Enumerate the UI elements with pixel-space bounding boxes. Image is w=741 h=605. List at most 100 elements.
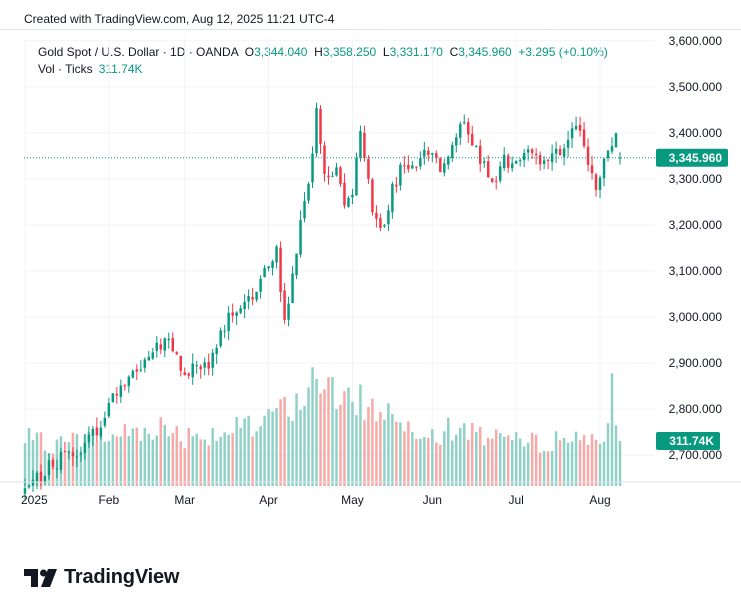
volume-bar bbox=[594, 439, 598, 486]
candle-body bbox=[514, 160, 518, 164]
volume-bar bbox=[562, 437, 566, 486]
candle-body bbox=[167, 338, 170, 341]
candle-body bbox=[127, 376, 131, 387]
candle-body bbox=[451, 145, 454, 158]
candle-body bbox=[83, 442, 87, 454]
volume-bar bbox=[211, 428, 214, 486]
candle-body bbox=[103, 417, 107, 426]
volume-bar bbox=[31, 439, 35, 486]
candle-body bbox=[211, 352, 214, 368]
volume-bar bbox=[127, 435, 131, 486]
candle-body bbox=[259, 278, 262, 292]
volume-bar bbox=[67, 442, 71, 486]
volume-bar bbox=[411, 431, 414, 486]
volume-label[interactable]: Vol · Ticks bbox=[38, 62, 93, 76]
candle-body bbox=[275, 246, 278, 263]
close-label: C bbox=[449, 45, 459, 59]
volume-bar bbox=[431, 429, 434, 486]
volume-bar bbox=[163, 424, 167, 486]
price-tick-label: 3,300.000 bbox=[669, 172, 723, 186]
volume-bar bbox=[614, 425, 618, 486]
last-volume-label: 311.74K bbox=[669, 434, 714, 448]
candle-body bbox=[111, 393, 115, 403]
candle-body bbox=[522, 153, 526, 161]
candle-body bbox=[247, 295, 250, 302]
volume-bar bbox=[83, 434, 87, 486]
volume-bar bbox=[486, 437, 490, 486]
volume-bar bbox=[363, 420, 366, 486]
candle-body bbox=[463, 122, 466, 124]
candle-body bbox=[335, 167, 338, 176]
candle-body bbox=[606, 150, 610, 159]
candle-body bbox=[351, 194, 354, 198]
candle-body bbox=[327, 175, 330, 178]
price-chart[interactable]: 2,700.000 2,800.000 2,900.000 3,000.000 3,10… bbox=[0, 30, 741, 520]
candle-body bbox=[175, 352, 178, 355]
candle-body bbox=[95, 427, 99, 436]
volume-bar bbox=[303, 406, 306, 486]
candle-body bbox=[367, 158, 370, 179]
candle-body bbox=[27, 485, 31, 488]
candle-body bbox=[415, 166, 418, 168]
candle-body bbox=[618, 157, 622, 159]
high-label: H bbox=[314, 45, 323, 59]
candle-body bbox=[478, 145, 482, 164]
volume-bar bbox=[459, 427, 462, 486]
candle-body bbox=[63, 450, 67, 452]
volume-bar bbox=[171, 433, 174, 486]
volume-bar bbox=[506, 435, 510, 486]
candle-body bbox=[279, 247, 282, 292]
candle-body bbox=[195, 365, 198, 367]
volume-bar bbox=[139, 440, 143, 486]
volume-bar bbox=[227, 434, 230, 486]
candle-body bbox=[71, 452, 75, 457]
candle-body bbox=[239, 308, 242, 313]
volume-bar bbox=[307, 387, 310, 486]
candle-body bbox=[255, 291, 258, 300]
volume-bar bbox=[323, 389, 326, 486]
volume-bar bbox=[610, 373, 614, 486]
volume-bar bbox=[271, 411, 274, 486]
volume-bar bbox=[239, 428, 242, 486]
time-tick-label: Aug bbox=[589, 493, 610, 507]
candle-body bbox=[187, 373, 190, 376]
candle-body bbox=[119, 385, 123, 397]
volume-bar bbox=[95, 441, 99, 486]
candle-body bbox=[207, 361, 210, 369]
candle-body bbox=[235, 312, 238, 316]
candle-body bbox=[35, 472, 39, 482]
candle-body bbox=[231, 312, 234, 316]
symbol-title[interactable]: Gold Spot / U.S. Dollar · 1D · OANDA bbox=[38, 45, 239, 59]
candle-body bbox=[339, 167, 342, 185]
volume-bar bbox=[287, 416, 290, 486]
candle-body bbox=[179, 355, 182, 371]
candle-body bbox=[347, 198, 350, 207]
candle-body bbox=[51, 459, 55, 467]
price-tick-label: 3,500.000 bbox=[669, 80, 723, 94]
volume-bar bbox=[439, 444, 442, 486]
candle-body bbox=[323, 145, 326, 174]
candle-body bbox=[159, 344, 163, 350]
volume-bar bbox=[554, 431, 558, 486]
candle-body bbox=[99, 427, 103, 437]
candle-body bbox=[419, 158, 422, 167]
candle-body bbox=[131, 370, 135, 378]
candle-body bbox=[215, 347, 218, 354]
candle-body bbox=[602, 158, 606, 179]
candle-body bbox=[271, 261, 274, 268]
candle-body bbox=[303, 201, 306, 219]
candle-body bbox=[359, 131, 362, 159]
volume-bar bbox=[199, 439, 202, 486]
tradingview-logo[interactable]: TradingView bbox=[24, 566, 179, 589]
candle-body bbox=[139, 369, 143, 371]
candle-body bbox=[542, 160, 546, 164]
volume-bar bbox=[570, 441, 574, 486]
volume-bar bbox=[219, 436, 222, 486]
candle-body bbox=[315, 107, 318, 154]
volume-bar bbox=[291, 421, 294, 486]
volume-bar bbox=[279, 399, 282, 486]
candle-body bbox=[435, 153, 438, 158]
volume-bar bbox=[550, 451, 554, 486]
candle-body bbox=[459, 124, 462, 138]
candle-body bbox=[55, 468, 59, 470]
